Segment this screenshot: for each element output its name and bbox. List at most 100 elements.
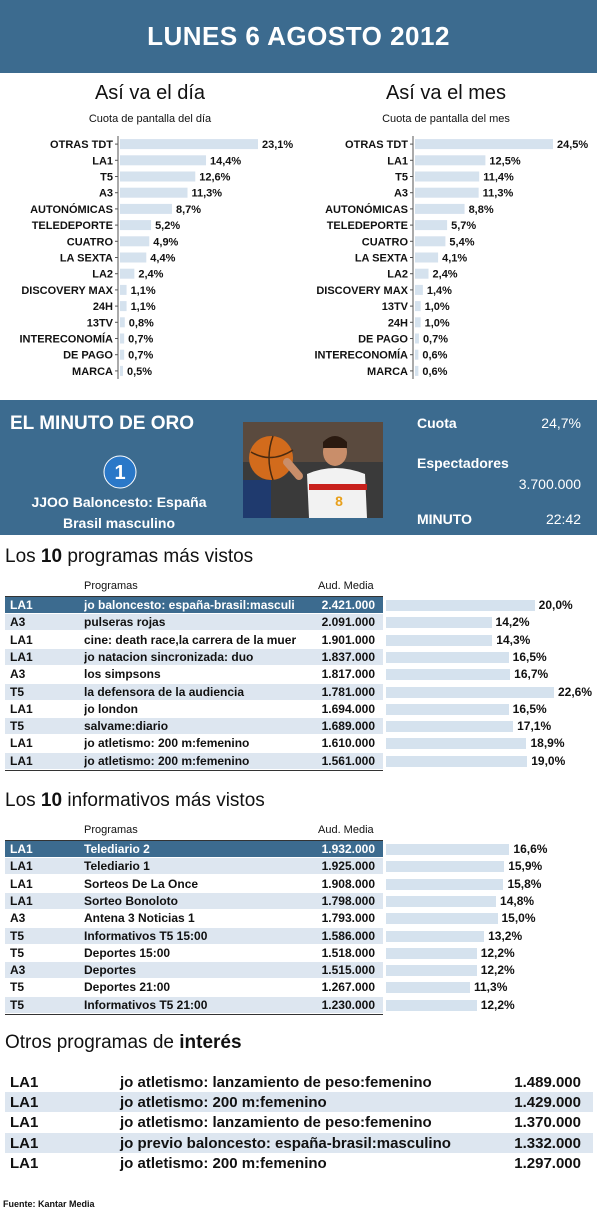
share-bar [415,171,480,182]
table-row[interactable]: LA1 cine: death race,la carrera de la mue… [5,632,383,649]
top-news-col-aud: Aud. Media [318,824,374,836]
channel-cell: T5 [10,997,25,1012]
share-value-label: 14,3% [496,632,531,647]
day-share-chart: OTRAS TDT 23,1% LA1 14,4% T5 12,6% A3 11,3% AUTO… [20,136,293,379]
channel-cell: LA1 [10,1114,39,1132]
table-row[interactable]: T5 salvame:diario 1.689.000 [5,718,383,736]
category-label: A3 [394,188,408,200]
table-row[interactable]: LA1 jo atletismo: lanzamiento de peso:fem… [5,1072,593,1092]
category-label: MARCA [72,366,113,378]
other-programs-title: Otros programas de interés [5,1032,242,1053]
category-label: DISCOVERY MAX [21,285,113,297]
share-value-label: 1,0% [425,317,450,329]
share-bar [386,669,511,681]
share-bar [120,139,258,150]
table-row[interactable]: T5 Deportes 15:00 1.518.000 [5,945,383,962]
table-row[interactable]: T5 Informativos T5 15:00 1.586.000 [5,927,383,945]
table-row[interactable]: LA1 jo atletismo: 200 m:femenino 1.297.000 [5,1153,593,1173]
category-label: MARCA [367,366,408,378]
table-row[interactable]: LA1 jo london 1.694.000 [5,701,383,718]
share-bar [386,999,477,1011]
share-value-label: 5,4% [449,236,474,248]
category-label: AUTONÓMICAS [325,203,408,216]
channel-cell: T5 [10,980,25,995]
channel-cell: LA1 [10,893,33,908]
share-value-label: 0,8% [129,317,154,329]
table-row[interactable]: LA1 Sorteos De La Once 1.908.000 [5,876,383,893]
share-value-label: 17,1% [517,719,552,734]
table-row[interactable]: LA1 jo atletismo: 200 m:femenino 1.610.000 [5,735,383,753]
channel-cell: A3 [10,667,26,682]
share-bar [415,333,419,344]
share-value-label: 0,5% [127,366,152,378]
share-value-label: 2,4% [433,269,458,281]
channel-cell: LA1 [10,1154,39,1172]
share-value-label: 11,3% [474,980,508,995]
table-row[interactable]: LA1 Sorteo Bonoloto 1.798.000 [5,892,383,910]
page-title: LUNES 6 AGOSTO 2012 [147,21,450,51]
share-bar [415,284,423,295]
share-value-label: 20,0% [538,598,573,612]
share-bar [415,268,429,279]
audience-cell: 1.793.000 [321,911,375,926]
category-label: A3 [99,188,113,200]
category-label: T5 [395,172,408,184]
table-row[interactable]: A3 los simpsons 1.817.000 [5,666,383,684]
minuto-de-oro-title: EL MINUTO DE ORO [10,413,195,434]
top-programs-col-aud: Aud. Media [318,580,374,592]
share-bar [386,861,505,873]
svg-text:8: 8 [335,493,343,509]
share-bar [415,252,439,263]
table-row[interactable]: A3 pulseras rojas 2.091.000 [5,614,383,632]
table-row[interactable]: LA1 jo previo baloncesto: españa-brasil:m… [5,1132,593,1153]
tve1-logo-text: 1 [114,462,125,484]
program-cell: jo atletismo: 200 m:femenino [120,1094,327,1112]
share-value-label: 2,4% [138,269,163,281]
table-row[interactable]: LA1 jo atletismo: 200 m:femenino 1.429.000 [5,1092,593,1113]
share-bar [386,895,497,907]
top-news-col-programas: Programas [84,824,138,836]
category-label: LA2 [92,269,113,281]
channel-cell: LA1 [10,649,33,664]
day-chart-title: Así va el día [94,82,206,104]
table-row[interactable]: LA1 jo atletismo: lanzamiento de peso:fem… [5,1112,593,1132]
share-bar [415,155,486,166]
table-row[interactable]: LA1 jo natacion sincronizada: duo 1.837.00… [5,648,383,666]
category-label: DE PAGO [358,334,408,346]
table-row[interactable]: T5 Informativos T5 21:00 1.230.000 [5,996,383,1014]
audience-cell: 1.689.000 [321,719,375,734]
share-value-label: 23,1% [262,139,293,151]
category-label: LA2 [387,269,408,281]
category-label: LA SEXTA [355,253,408,265]
table-row[interactable]: T5 Deportes 21:00 1.267.000 [5,979,383,997]
cuota-label: Cuota [417,415,457,431]
table-row[interactable]: LA1 jo atletismo: 200 m:femenino 1.561.000 [5,752,383,770]
table-row[interactable]: LA1 Telediario 1 1.925.000 [5,858,383,876]
program-cell: jo previo baloncesto: españa-brasil:masc… [120,1134,451,1152]
share-bar [120,301,127,312]
espectadores-value: 3.700.000 [518,476,581,492]
table-row[interactable]: A3 Antena 3 Noticias 1 1.793.000 [5,910,383,928]
espectadores-label: Espectadores [417,455,509,471]
table-row[interactable]: T5 la defensora de la audiencia 1.781.000 [5,683,383,701]
share-value-label: 1,1% [131,285,156,297]
channel-cell: A3 [10,615,26,630]
program-cell: jo london [84,701,138,716]
share-bar [386,617,492,629]
channel-cell: A3 [10,911,26,926]
channel-cell: LA1 [10,598,33,612]
share-bar [415,236,446,247]
audience-cell: 1.798.000 [321,893,375,908]
table-row[interactable]: LA1 Telediario 2 1.932.000 [5,841,383,858]
program-cell: Informativos T5 21:00 [84,997,208,1012]
share-value-label: 16,5% [512,649,547,664]
share-value-label: 24,5% [557,139,588,151]
table-row[interactable]: A3 Deportes 1.515.000 [5,962,383,980]
month-share-chart: OTRAS TDT 24,5% LA1 12,5% T5 11,4% A3 11,3% AUTO… [315,136,588,379]
share-bar [386,755,528,767]
category-label: OTRAS TDT [345,139,408,151]
share-value-label: 0,7% [128,334,153,346]
table-row[interactable]: LA1 jo baloncesto: españa-brasil:masculi 2… [5,597,383,614]
share-bar [415,139,553,150]
share-value-label: 4,1% [442,253,467,265]
